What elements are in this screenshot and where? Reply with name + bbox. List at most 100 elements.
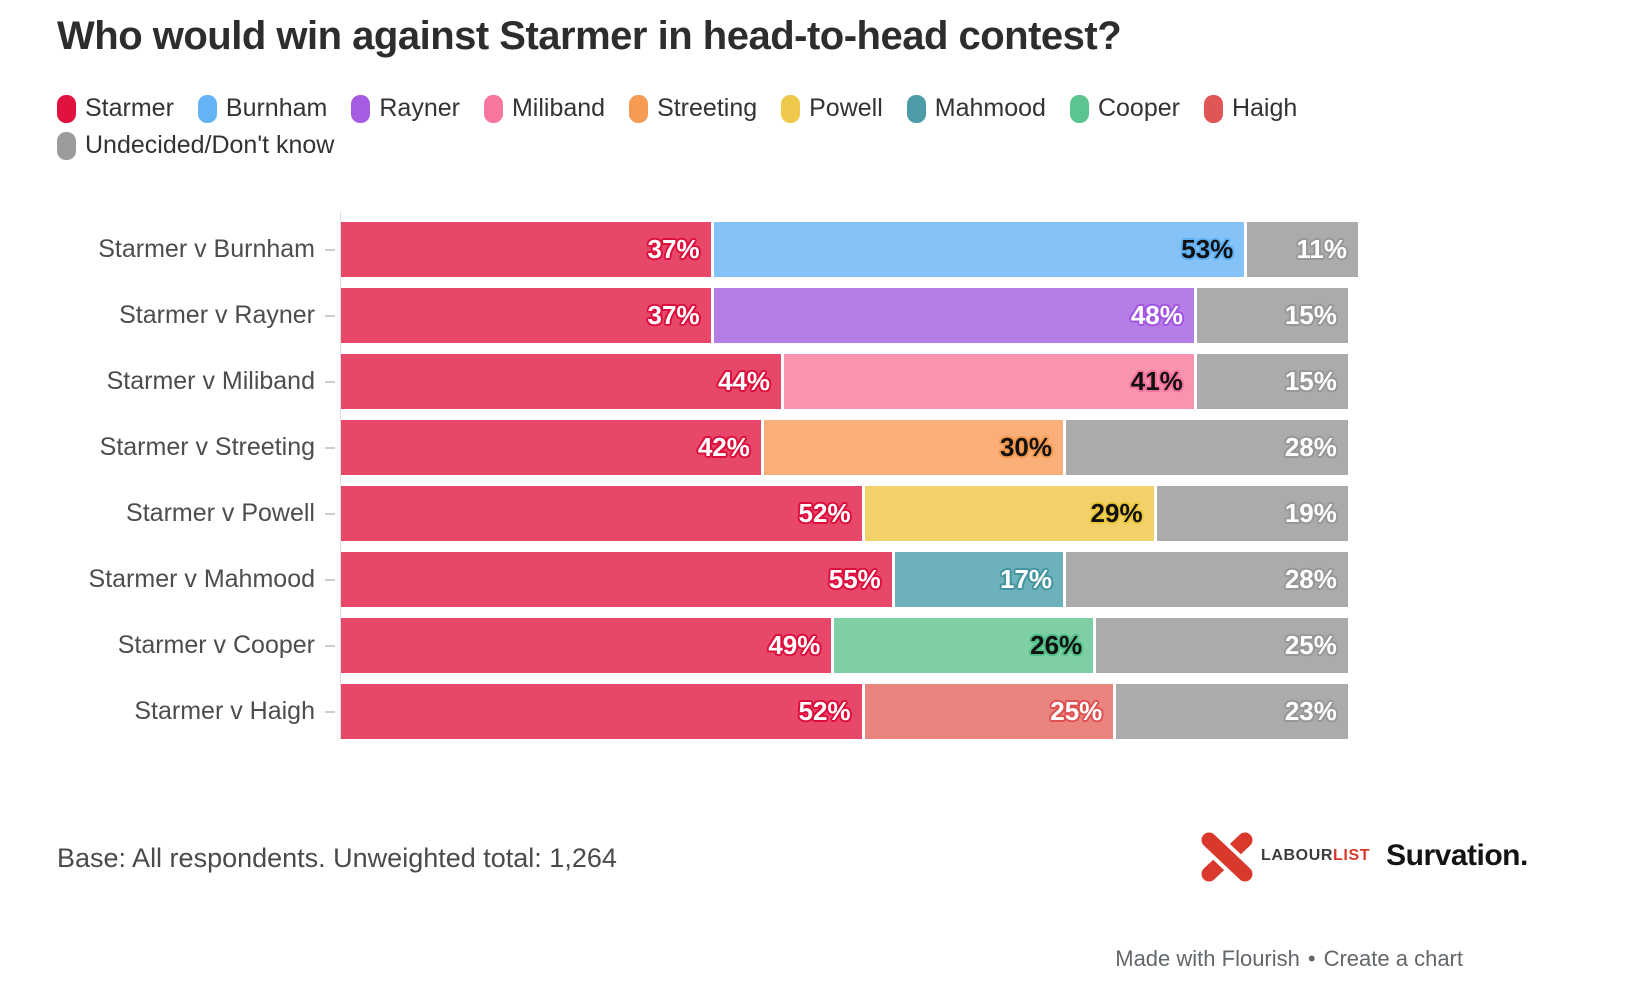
bar-value-label: 30% bbox=[999, 432, 1052, 462]
legend-swatch-icon bbox=[57, 94, 76, 123]
bar-segment[interactable]: 55% bbox=[341, 552, 892, 607]
made-with-flourish-link[interactable]: Made with Flourish bbox=[1115, 946, 1300, 971]
footer-logos: LABOURLIST Survation. bbox=[1200, 824, 1528, 888]
legend-label: Streeting bbox=[657, 94, 758, 122]
category-label: Starmer v Haigh bbox=[134, 697, 315, 725]
bar-stack: 37% 53% 11% bbox=[341, 222, 1358, 277]
legend-swatch-icon bbox=[57, 131, 76, 160]
axis-tick-cell bbox=[325, 684, 341, 739]
bar-segment[interactable]: 41% bbox=[784, 354, 1194, 409]
bar-segment[interactable]: 29% bbox=[864, 486, 1154, 541]
chart-row: Starmer v Miliband 44% 41% 15% bbox=[57, 354, 1358, 409]
legend-item[interactable]: Powell bbox=[781, 94, 883, 123]
category-label: Starmer v Cooper bbox=[117, 631, 315, 659]
bar-value-label: 52% bbox=[798, 498, 851, 528]
legend-label: Mahmood bbox=[934, 94, 1046, 122]
bar-segment[interactable]: 42% bbox=[341, 420, 761, 475]
legend-item[interactable]: Undecided/Don't know bbox=[57, 131, 334, 160]
bar-segment[interactable]: 11% bbox=[1247, 222, 1358, 277]
bar-segment[interactable]: 37% bbox=[341, 288, 711, 343]
bar-segment[interactable]: 49% bbox=[341, 618, 832, 673]
create-a-chart-link[interactable]: Create a chart bbox=[1323, 946, 1463, 971]
legend-item[interactable]: Rayner bbox=[351, 94, 460, 123]
legend-row: Undecided/Don't know bbox=[57, 127, 1537, 164]
bar-segment[interactable]: 19% bbox=[1156, 486, 1348, 541]
axis-tick-cell bbox=[325, 288, 341, 343]
legend-swatch-icon bbox=[1203, 94, 1223, 123]
bar-value-label: 15% bbox=[1284, 366, 1337, 396]
legend-swatch-icon bbox=[351, 94, 371, 123]
bar-segment[interactable]: 17% bbox=[894, 552, 1063, 607]
chart-title: Who would win against Starmer in head-to… bbox=[57, 14, 1122, 58]
bar-value-label: 53% bbox=[1181, 234, 1234, 264]
legend-label: Starmer bbox=[85, 94, 174, 122]
legend-item[interactable]: Haigh bbox=[1203, 94, 1298, 123]
legend-item[interactable]: Mahmood bbox=[906, 94, 1046, 123]
category-label: Starmer v Streeting bbox=[99, 433, 315, 461]
bar-stack: 37% 48% 15% bbox=[341, 288, 1358, 343]
bar-segment[interactable]: 52% bbox=[341, 684, 862, 739]
category-label: Starmer v Miliband bbox=[106, 367, 315, 395]
bar-segment[interactable]: 28% bbox=[1066, 420, 1348, 475]
legend-row: Starmer Burnham Rayner Miliband Streeting Pow… bbox=[57, 90, 1537, 127]
bar-value-label: 15% bbox=[1284, 300, 1337, 330]
bar-value-label: 28% bbox=[1284, 564, 1337, 594]
legend-swatch-icon bbox=[781, 94, 801, 123]
bar-value-label: 26% bbox=[1030, 630, 1083, 660]
legend-label: Burnham bbox=[225, 94, 328, 122]
legend: Starmer Burnham Rayner Miliband Streeting Pow… bbox=[57, 90, 1537, 164]
bar-value-label: 52% bbox=[798, 696, 851, 726]
bar-stack: 44% 41% 15% bbox=[341, 354, 1358, 409]
bar-segment[interactable]: 53% bbox=[713, 222, 1245, 277]
y-axis-line bbox=[340, 212, 341, 739]
bar-segment[interactable]: 23% bbox=[1116, 684, 1348, 739]
bar-segment[interactable]: 52% bbox=[341, 486, 862, 541]
bar-value-label: 41% bbox=[1130, 366, 1183, 396]
legend-swatch-icon bbox=[1069, 94, 1089, 123]
legend-item[interactable]: Streeting bbox=[629, 94, 757, 123]
bar-segment[interactable]: 15% bbox=[1196, 354, 1348, 409]
bar-value-label: 48% bbox=[1130, 300, 1183, 330]
bar-segment[interactable]: 15% bbox=[1196, 288, 1348, 343]
bar-stack: 42% 30% 28% bbox=[341, 420, 1358, 475]
bar-segment[interactable]: 26% bbox=[834, 618, 1094, 673]
category-label: Starmer v Rayner bbox=[119, 301, 315, 329]
legend-item[interactable]: Burnham bbox=[197, 94, 328, 123]
axis-tick-cell bbox=[325, 486, 341, 541]
chart-row: Starmer v Mahmood 55% 17% 28% bbox=[57, 552, 1358, 607]
survation-logo-text: Survation. bbox=[1386, 839, 1528, 872]
chart-row: Starmer v Burnham 37% 53% 11% bbox=[57, 222, 1358, 277]
bar-segment[interactable]: 48% bbox=[713, 288, 1194, 343]
bar-segment[interactable]: 25% bbox=[1096, 618, 1348, 673]
credit-separator: • bbox=[1307, 946, 1316, 971]
chart-row: Starmer v Powell 52% 29% 19% bbox=[57, 486, 1358, 541]
legend-item[interactable]: Cooper bbox=[1069, 94, 1180, 123]
bar-segment[interactable]: 28% bbox=[1066, 552, 1348, 607]
chart-row: Starmer v Streeting 42% 30% 28% bbox=[57, 420, 1358, 475]
labourlist-x-icon bbox=[1200, 827, 1254, 885]
axis-tick-cell bbox=[325, 222, 341, 277]
axis-tick bbox=[325, 248, 335, 251]
bar-value-label: 11% bbox=[1296, 234, 1347, 264]
bar-segment[interactable]: 25% bbox=[864, 684, 1114, 739]
bar-value-label: 25% bbox=[1284, 630, 1337, 660]
legend-item[interactable]: Starmer bbox=[57, 94, 174, 123]
axis-tick-cell bbox=[325, 618, 341, 673]
base-note: Base: All respondents. Unweighted total:… bbox=[57, 843, 617, 873]
bar-value-label: 25% bbox=[1050, 696, 1103, 726]
legend-label: Haigh bbox=[1231, 94, 1298, 122]
bar-segment[interactable]: 44% bbox=[341, 354, 781, 409]
bar-segment[interactable]: 37% bbox=[341, 222, 711, 277]
legend-item[interactable]: Miliband bbox=[483, 94, 606, 123]
chart-row: Starmer v Rayner 37% 48% 15% bbox=[57, 288, 1358, 343]
bar-segment[interactable]: 30% bbox=[763, 420, 1063, 475]
legend-label: Miliband bbox=[511, 94, 606, 122]
bar-value-label: 17% bbox=[999, 564, 1052, 594]
legend-label: Powell bbox=[809, 94, 883, 122]
bar-value-label: 42% bbox=[697, 432, 750, 462]
legend-swatch-icon bbox=[483, 94, 503, 123]
category-label: Starmer v Burnham bbox=[98, 235, 315, 263]
bar-value-label: 37% bbox=[647, 234, 700, 264]
labourlist-logo-text: LABOURLIST bbox=[1261, 847, 1371, 864]
